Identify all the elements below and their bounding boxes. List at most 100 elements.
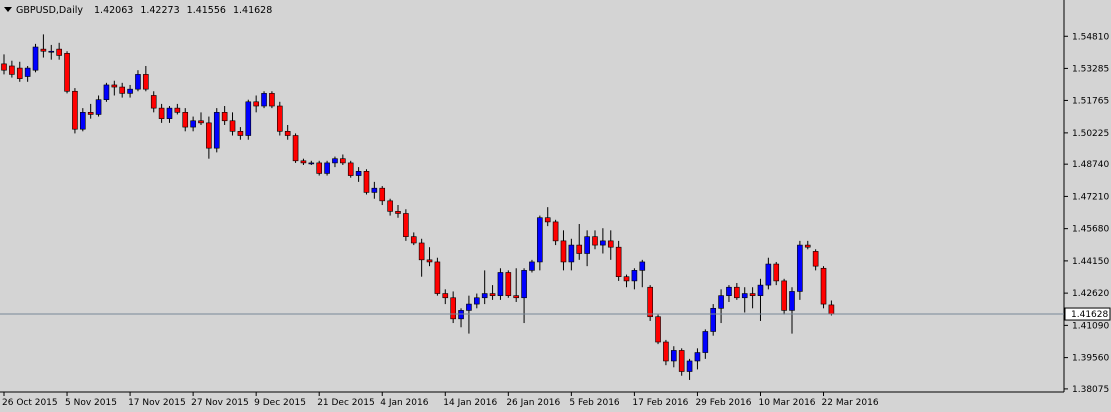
y-tick-label: 1.39560 (1072, 354, 1109, 364)
candle-body (300, 160, 307, 164)
x-tick-label: 21 Dec 2015 (317, 398, 375, 408)
ohlc-close: 1.41628 (233, 5, 272, 16)
triangle-down-icon[interactable] (4, 7, 12, 12)
candle-body (284, 131, 291, 136)
candle (300, 158, 307, 166)
candle (450, 291, 456, 324)
candle (72, 88, 78, 134)
candle-body (537, 217, 543, 263)
candle-body (544, 217, 551, 223)
candle (458, 308, 464, 328)
candle (623, 274, 630, 288)
candle-body (481, 293, 488, 299)
candle-body (143, 74, 149, 90)
x-tick-label: 29 Feb 2016 (695, 398, 751, 408)
candle-body (639, 261, 646, 271)
candle (513, 268, 520, 302)
candle-body (32, 46, 39, 71)
candle-body (678, 350, 685, 372)
ohlc-open: 1.42063 (94, 5, 133, 16)
candle-body (245, 101, 252, 136)
candle-body (182, 112, 189, 128)
candle (9, 60, 15, 78)
x-tick-label: 5 Feb 2016 (569, 398, 620, 408)
candle (442, 289, 449, 305)
x-tick-label: 9 Dec 2015 (254, 398, 306, 408)
candle (607, 230, 614, 260)
candle-body (781, 280, 787, 311)
candle (206, 116, 212, 159)
candle-body (757, 284, 764, 296)
candle-body (119, 86, 125, 94)
svg-text:GBPUSD,Daily 1.42063: GBPUSD,Daily 1.42063 1.42273 1.41556 1.4… (16, 5, 272, 16)
candle-body (379, 187, 386, 202)
candle (576, 224, 583, 260)
candle (481, 270, 488, 305)
y-tick-label: 1.50225 (1072, 129, 1109, 139)
candle (639, 259, 646, 288)
candle-body (16, 67, 23, 79)
candle (221, 106, 228, 125)
candle-body (631, 270, 638, 282)
candle-body (513, 295, 520, 299)
x-tick-label: 22 Mar 2016 (822, 398, 879, 408)
symbol-label: GBPUSD,Daily (16, 5, 83, 16)
candle-body (592, 236, 598, 246)
candle-body (363, 171, 370, 193)
candle (773, 261, 780, 286)
candle (174, 103, 181, 115)
candle-body (694, 352, 701, 362)
candle-body (426, 259, 433, 263)
y-tick-label: 1.41090 (1072, 321, 1109, 331)
candle (56, 42, 62, 60)
candle (16, 61, 23, 82)
candle (781, 278, 787, 315)
candle-body (9, 65, 15, 75)
candle (797, 240, 803, 300)
candle-body (347, 162, 354, 176)
candle-body (584, 236, 590, 254)
candle (789, 287, 795, 334)
candle (379, 186, 386, 206)
candle-body (340, 158, 346, 164)
candle (158, 103, 165, 123)
candle (592, 230, 598, 250)
candle (647, 285, 653, 321)
candle-body (135, 74, 141, 90)
candle (678, 348, 685, 376)
candle-body (221, 112, 228, 122)
candle-body (387, 200, 393, 212)
candle-body (292, 135, 299, 162)
y-tick-label: 1.54810 (1072, 32, 1109, 42)
candle-body (828, 304, 835, 315)
ohlc-high: 1.42273 (140, 5, 179, 16)
candle (119, 82, 125, 98)
candle-body (552, 221, 559, 242)
x-tick-label: 26 Jan 2016 (506, 398, 560, 408)
candle-body (253, 101, 259, 107)
candle (253, 95, 259, 113)
candle-body (647, 286, 653, 318)
candle (529, 259, 535, 273)
candle (48, 44, 55, 60)
candle-body (497, 272, 504, 296)
candle (150, 91, 157, 113)
candle-body (466, 303, 472, 311)
candle-body (150, 95, 157, 109)
candle (537, 215, 543, 271)
candle-body (718, 295, 724, 309)
candles-layer (1, 34, 835, 380)
candle (426, 247, 433, 267)
y-tick-label: 1.51765 (1072, 96, 1109, 106)
candle-body (765, 263, 772, 286)
candle (615, 240, 622, 281)
x-tick-label: 4 Jan 2016 (380, 398, 428, 408)
candle-body (395, 211, 401, 214)
candle (403, 209, 409, 241)
candle (355, 167, 362, 182)
candle-body (521, 270, 527, 299)
candle-body (489, 293, 496, 296)
candle (710, 304, 717, 336)
